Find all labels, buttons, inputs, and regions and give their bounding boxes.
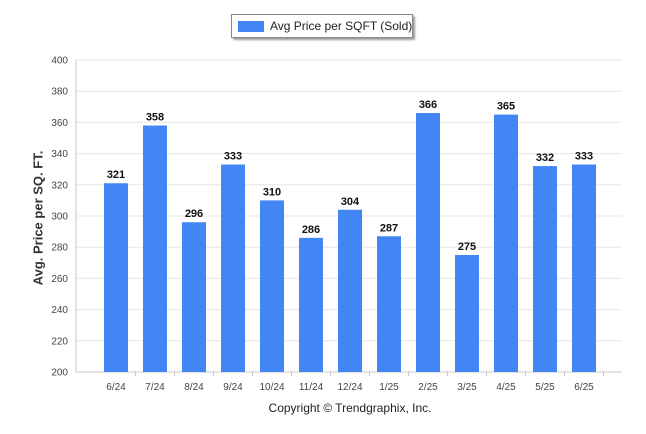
y-tick-label: 360 [51,118,68,129]
data-label: 310 [263,186,281,198]
data-labels: 321 358 296 333 310 286 304 287 366 275 365 332 333 [107,99,593,253]
legend-label: Avg Price per SQFT (Sold) [270,19,413,33]
data-label: 304 [341,196,360,208]
x-tick-label: 8/24 [184,382,204,393]
bar [221,164,245,372]
bar [416,113,440,372]
y-tick-label: 320 [51,180,68,191]
bar [572,164,596,372]
x-tick-label: 3/25 [457,382,477,393]
bar [260,200,284,372]
data-label: 296 [185,208,203,220]
x-tick-label: 9/24 [223,382,243,393]
x-tick-label: 2/25 [418,382,438,393]
x-tick-label: 12/24 [337,382,362,393]
legend-swatch [238,21,264,32]
y-tick-label: 380 [51,87,68,98]
y-tick-label: 400 [51,56,68,67]
x-tick-label: 10/24 [259,382,284,393]
data-label: 321 [107,169,125,181]
y-tick-label: 300 [51,212,68,223]
bars [104,113,596,373]
data-label: 275 [458,241,476,253]
x-tick-label: 6/24 [106,382,126,393]
data-label: 333 [224,151,242,163]
bar [494,114,518,372]
bar [299,237,323,372]
bar [104,183,128,372]
data-label: 358 [146,112,164,124]
data-label: 366 [419,99,437,111]
bar [377,236,401,372]
copyright-text: Copyright © Trendgraphix, Inc. [268,401,432,415]
bar [143,125,167,373]
y-tick-label: 260 [51,274,68,285]
x-tick-label: 7/24 [145,382,165,393]
data-label: 332 [536,152,554,164]
y-tick-label: 280 [51,243,68,254]
x-tick-label: 6/25 [574,382,594,393]
data-label: 365 [497,101,515,113]
x-tick-label: 5/25 [535,382,555,393]
axes: 200 220 240 260 280 300 320 340 360 380 400 6/24 7/2… [51,56,622,393]
bar [338,209,362,372]
y-tick-label: 200 [51,368,68,379]
x-tick-label: 4/25 [496,382,516,393]
legend: Avg Price per SQFT (Sold) [231,14,413,38]
bar [182,222,206,372]
y-tick-label: 340 [51,149,68,160]
y-tick-label: 220 [51,336,68,347]
data-label: 287 [380,222,398,234]
x-tick-label: 11/24 [299,382,324,393]
bar [455,255,479,372]
y-tick-label: 240 [51,305,68,316]
bar [533,166,557,372]
data-label: 333 [575,151,593,163]
x-tick-label: 1/25 [379,382,399,393]
data-label: 286 [302,224,320,236]
